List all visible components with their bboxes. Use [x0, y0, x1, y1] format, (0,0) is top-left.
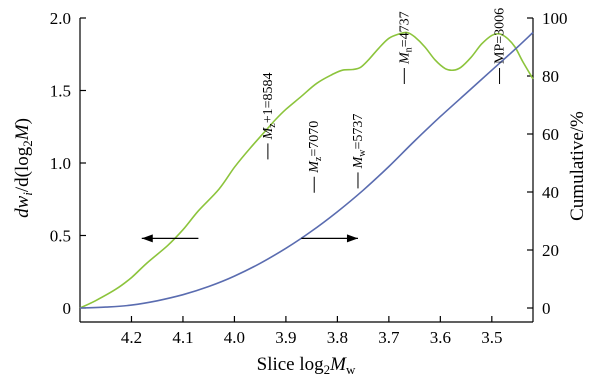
x-tick-label: 4.2	[121, 328, 142, 347]
x-axis-title: Slice log2Mw	[257, 354, 356, 376]
annotation-label: Mz+1=8584	[261, 72, 278, 140]
left-y-axis-title: dwi/d(log2M)	[12, 118, 35, 218]
annotations-layer: Mz+1=8584 Mz=7070 Mw=5737 Mn=4737 MP=3006	[141, 8, 508, 243]
right-y-tick-label: 40	[542, 183, 559, 202]
ticks-layer: 4.2 4.1 4.0 3.9 3.8 3.7 3.6 3.5 0 0.5 1.0 1.5 2.0 0 20…	[50, 9, 568, 347]
arrow-left-icon	[141, 234, 153, 243]
cumulative-curve	[79, 31, 534, 309]
left-y-tick-label: 2.0	[50, 9, 71, 28]
x-tick-label: 4.0	[224, 328, 245, 347]
x-tick-label: 3.7	[378, 328, 400, 347]
left-y-tick-label: 0	[63, 299, 72, 318]
right-y-tick-label: 0	[542, 299, 551, 318]
x-tick-label: 3.5	[481, 328, 502, 347]
annotation-label: MP=3006	[493, 8, 508, 64]
annotation-label: Mz=7070	[307, 121, 324, 174]
annotation-label: Mw=5737	[351, 114, 368, 170]
right-y-tick-label: 60	[542, 125, 559, 144]
differential-curve	[79, 31, 534, 309]
right-y-axis-title: Cumulative/%	[567, 111, 588, 221]
right-y-tick-label: 80	[542, 67, 559, 86]
right-y-tick-label: 20	[542, 241, 559, 260]
right-y-tick-label: 100	[542, 9, 568, 28]
left-y-tick-label: 1.0	[50, 154, 71, 173]
series-layer	[79, 31, 534, 309]
x-tick-label: 3.8	[327, 328, 348, 347]
x-tick-label: 4.1	[172, 328, 193, 347]
annotation-label: Mn=4737	[397, 11, 414, 65]
left-y-tick-label: 0.5	[50, 227, 71, 246]
arrow-right-icon	[346, 234, 358, 243]
x-tick-label: 3.9	[275, 328, 296, 347]
x-tick-label: 3.6	[430, 328, 451, 347]
left-y-tick-label: 1.5	[50, 82, 71, 101]
